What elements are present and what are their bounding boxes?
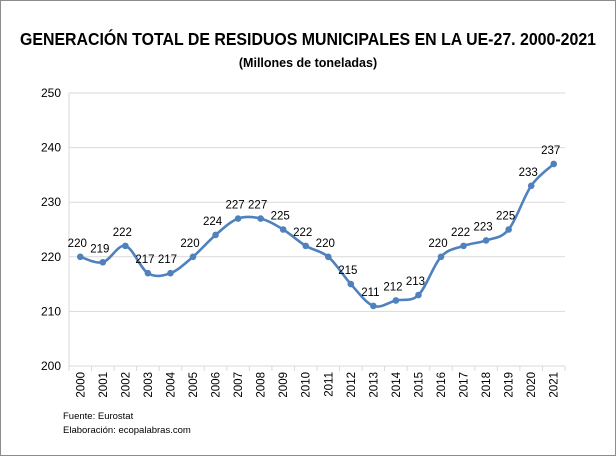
x-tick-label: 2017 xyxy=(459,372,471,398)
data-point xyxy=(527,182,535,190)
data-label: 225 xyxy=(496,211,515,223)
data-point xyxy=(189,253,197,261)
data-label: 213 xyxy=(406,276,425,288)
x-tick-label: 2003 xyxy=(143,372,155,398)
x-tick-label: 2010 xyxy=(301,372,313,398)
x-tick-label: 2021 xyxy=(549,372,561,398)
data-label: 220 xyxy=(180,238,199,250)
data-label: 237 xyxy=(541,145,560,157)
data-label: 233 xyxy=(519,167,538,179)
y-tick-label: 220 xyxy=(41,250,61,264)
x-tick-label: 2018 xyxy=(481,372,493,398)
data-label: 217 xyxy=(158,254,177,266)
data-point xyxy=(370,302,377,310)
data-label: 225 xyxy=(271,211,290,223)
y-tick-label: 200 xyxy=(41,359,61,373)
x-tick-label: 2005 xyxy=(188,372,200,398)
source-note: Fuente: Eurostat xyxy=(63,411,134,422)
data-point xyxy=(76,253,84,261)
data-point xyxy=(550,160,558,168)
data-point xyxy=(392,297,400,304)
data-label: 227 xyxy=(225,200,244,212)
data-point xyxy=(415,291,422,299)
y-tick-label: 230 xyxy=(41,195,61,209)
x-tick-label: 2011 xyxy=(323,372,335,397)
x-tick-label: 2015 xyxy=(413,372,425,398)
data-label: 217 xyxy=(135,254,154,266)
data-label: 220 xyxy=(316,238,335,250)
data-point xyxy=(144,269,152,277)
data-point xyxy=(234,215,242,222)
x-tick-label: 2000 xyxy=(75,372,87,398)
x-tick-label: 2006 xyxy=(211,372,223,398)
credit-note: Elaboración: ecopalabras.com xyxy=(63,425,191,436)
data-label: 222 xyxy=(113,227,132,239)
x-tick-label: 2020 xyxy=(526,372,538,398)
y-tick-label: 250 xyxy=(41,86,61,100)
x-tick-label: 2004 xyxy=(165,371,177,397)
x-tick-label: 2001 xyxy=(98,372,110,398)
data-point xyxy=(279,226,287,233)
data-point xyxy=(505,226,512,233)
x-tick-label: 2002 xyxy=(120,372,132,398)
data-label: 211 xyxy=(361,287,379,299)
data-label: 222 xyxy=(293,227,312,239)
data-label: 224 xyxy=(203,216,223,228)
x-tick-label: 2008 xyxy=(256,372,268,398)
data-point xyxy=(437,253,445,261)
y-tick-label: 240 xyxy=(41,141,61,155)
data-point xyxy=(122,242,129,250)
data-point xyxy=(482,237,490,244)
data-label: 223 xyxy=(473,221,492,233)
chart-title: GENERACIÓN TOTAL DE RESIDUOS MUNICIPALES… xyxy=(20,29,597,49)
data-point xyxy=(167,269,174,277)
x-tick-label: 2014 xyxy=(391,371,403,397)
data-label: 212 xyxy=(383,281,402,293)
data-point xyxy=(212,231,219,239)
data-point xyxy=(99,258,107,266)
data-label: 219 xyxy=(90,243,109,255)
y-tick-label: 210 xyxy=(41,304,61,318)
x-tick-label: 2019 xyxy=(504,372,516,398)
x-tick-label: 2012 xyxy=(346,372,358,398)
data-point xyxy=(324,253,332,261)
data-point xyxy=(257,215,264,222)
data-label: 220 xyxy=(68,238,87,250)
data-point xyxy=(302,242,310,250)
x-tick-label: 2009 xyxy=(278,372,290,398)
x-tick-label: 2016 xyxy=(436,372,448,398)
data-label: 215 xyxy=(338,265,357,277)
data-point xyxy=(347,280,355,288)
data-label: 227 xyxy=(248,200,267,212)
series-line xyxy=(79,163,555,308)
data-label: 220 xyxy=(428,238,447,250)
data-point xyxy=(460,242,467,250)
chart-subtitle: (Millones de toneladas) xyxy=(238,56,378,70)
x-tick-label: 2013 xyxy=(368,372,380,398)
x-tick-label: 2007 xyxy=(233,372,245,398)
data-label: 222 xyxy=(451,227,470,239)
